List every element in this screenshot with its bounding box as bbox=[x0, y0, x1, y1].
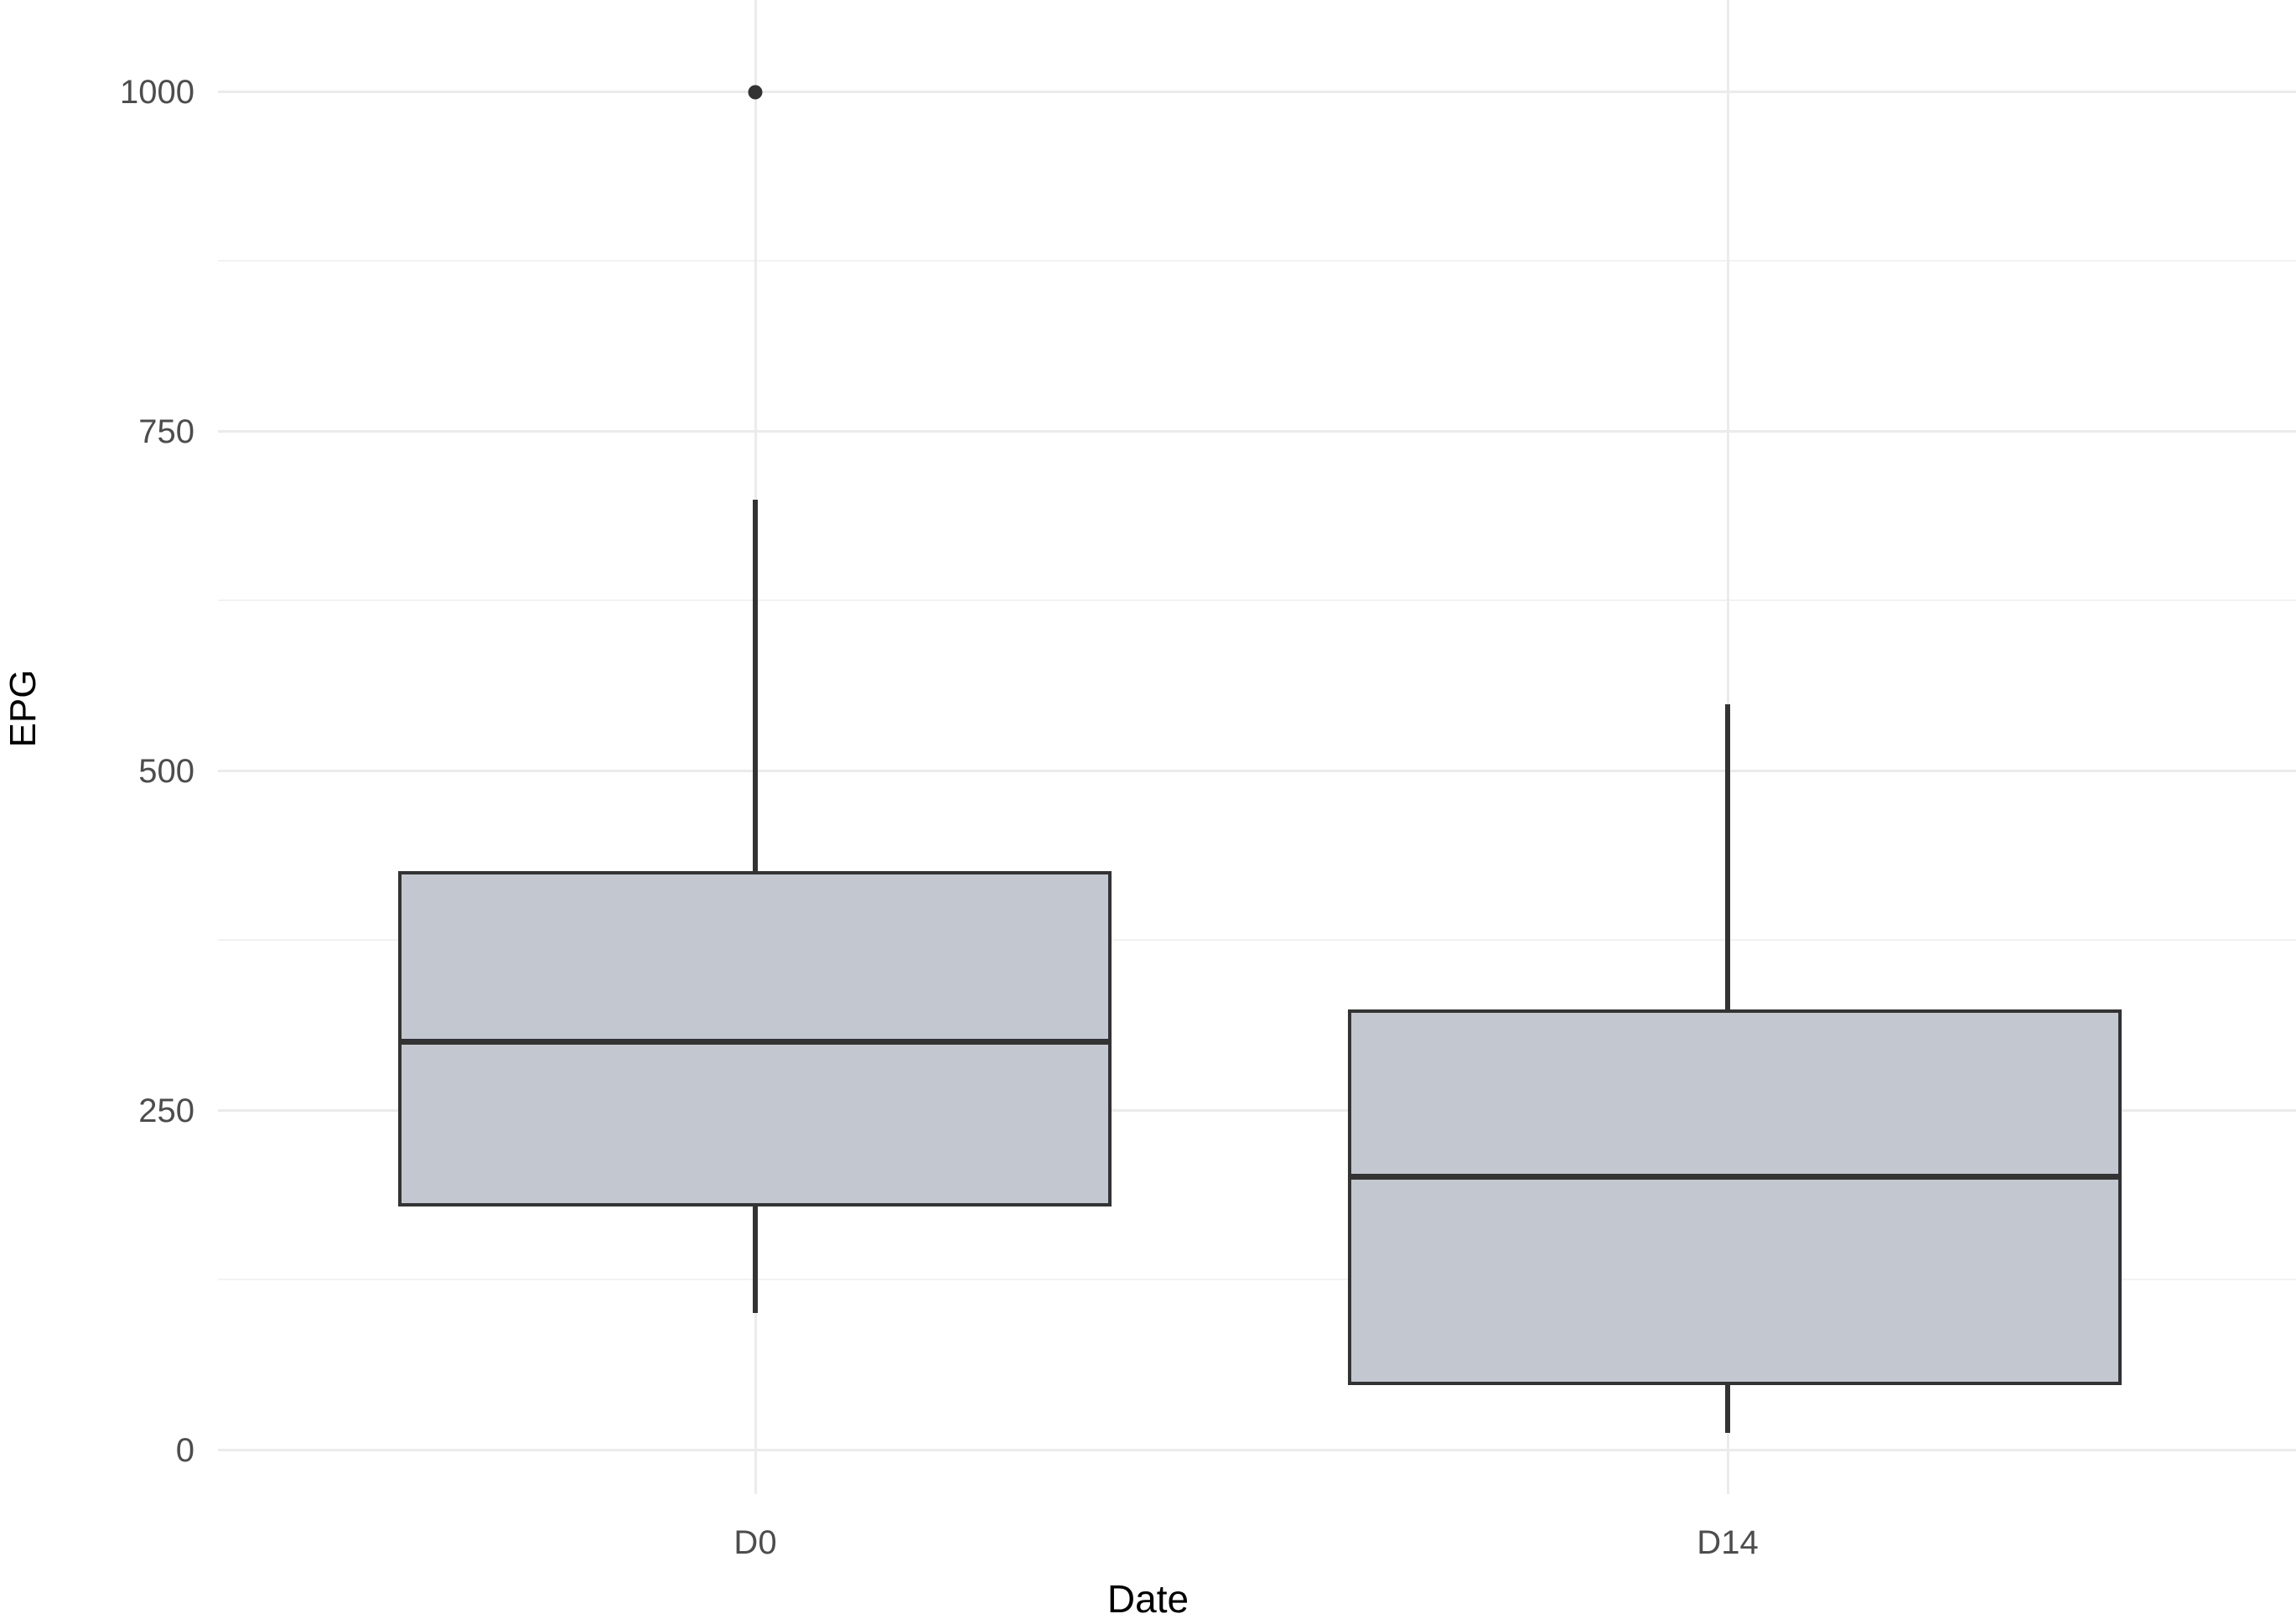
gridline-minor-375 bbox=[218, 939, 2296, 941]
gridline-major-500 bbox=[218, 770, 2296, 772]
y-axis-tick-labels: 1000 750 500 250 0 bbox=[0, 0, 194, 1494]
whisker-lower-d0 bbox=[753, 1204, 758, 1313]
boxplot-d14[interactable] bbox=[218, 0, 2296, 1494]
plot-panel bbox=[218, 0, 2296, 1494]
gridline-minor-875 bbox=[218, 260, 2296, 262]
x-tick-label-d0: D0 bbox=[733, 1524, 777, 1561]
whisker-lower-d14 bbox=[1725, 1383, 1730, 1433]
gridline-major-750 bbox=[218, 430, 2296, 433]
median-line-d0 bbox=[398, 1039, 1112, 1045]
outlier-point-d0 bbox=[748, 85, 763, 100]
x-axis-title: Date bbox=[1107, 1577, 1189, 1619]
median-line-d14 bbox=[1348, 1174, 2122, 1180]
box-iqr-d14 bbox=[1348, 1009, 2122, 1385]
y-tick-label-1000: 1000 bbox=[120, 74, 194, 111]
gridline-major-250 bbox=[218, 1109, 2296, 1112]
boxplot-d0[interactable] bbox=[218, 0, 2296, 1494]
x-tick-label-d14: D14 bbox=[1697, 1524, 1759, 1561]
y-tick-label-750: 750 bbox=[138, 413, 194, 450]
whisker-upper-d14 bbox=[1725, 704, 1730, 1011]
whisker-upper-d0 bbox=[753, 500, 758, 873]
gridline-major-0 bbox=[218, 1449, 2296, 1451]
y-tick-label-250: 250 bbox=[138, 1092, 194, 1129]
gridline-minor-125 bbox=[218, 1279, 2296, 1280]
gridline-major-1000 bbox=[218, 91, 2296, 93]
gridline-minor-625 bbox=[218, 599, 2296, 601]
y-tick-label-0: 0 bbox=[175, 1432, 194, 1469]
y-tick-label-500: 500 bbox=[138, 753, 194, 790]
x-axis-title-wrap: Date bbox=[0, 1576, 2296, 1619]
